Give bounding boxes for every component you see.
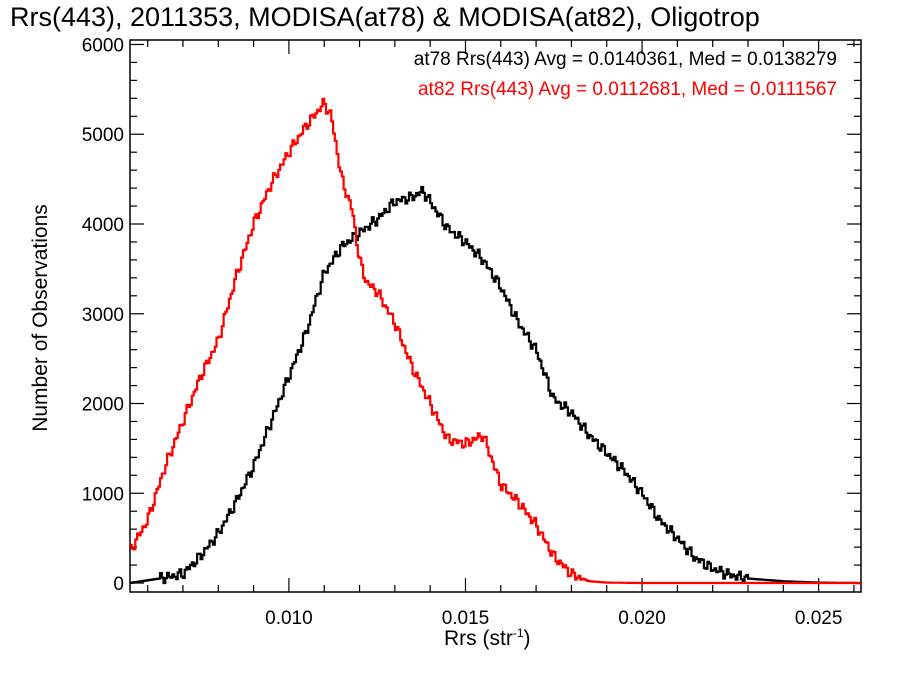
y-tick-label: 5000 — [82, 125, 124, 146]
y-tick-label: 3000 — [82, 305, 124, 326]
legend-entry-at82: at82 Rrs(443) Avg = 0.0112681, Med = 0.0… — [417, 79, 837, 100]
series-layer — [130, 97, 861, 585]
y-axis-label: Number of Observations — [29, 204, 52, 432]
x-tick-label: 0.025 — [795, 608, 843, 629]
x-axis-label-superscript: -1 — [512, 626, 524, 640]
series-line-at82 — [130, 97, 861, 585]
x-axis-label: Rrs (str-1) — [444, 626, 531, 651]
x-axis-label-text: Rrs (str — [444, 627, 513, 650]
y-tick-label: 0 — [113, 574, 124, 595]
x-tick-label: 0.020 — [618, 608, 666, 629]
y-tick-label: 1000 — [82, 484, 124, 505]
plot-axes: 0.010 0.015 0.020 0.025 0 1000 2000 3000 4000 500… — [82, 35, 862, 629]
x-tick-label: 0.015 — [442, 608, 490, 629]
y-tick-label: 4000 — [82, 215, 124, 236]
series-line-at78 — [130, 185, 861, 585]
y-tick-label: 6000 — [82, 35, 124, 56]
x-axis-label-close: ) — [523, 627, 531, 650]
y-tick-label: 2000 — [82, 395, 124, 416]
x-tick-label: 0.010 — [265, 608, 313, 629]
chart-title: Rrs(443), 2011353, MODISA(at78) & MODISA… — [10, 2, 760, 32]
plot-frame — [129, 39, 862, 593]
legend-entry-at78: at78 Rrs(443) Avg = 0.0140361, Med = 0.0… — [413, 49, 837, 70]
